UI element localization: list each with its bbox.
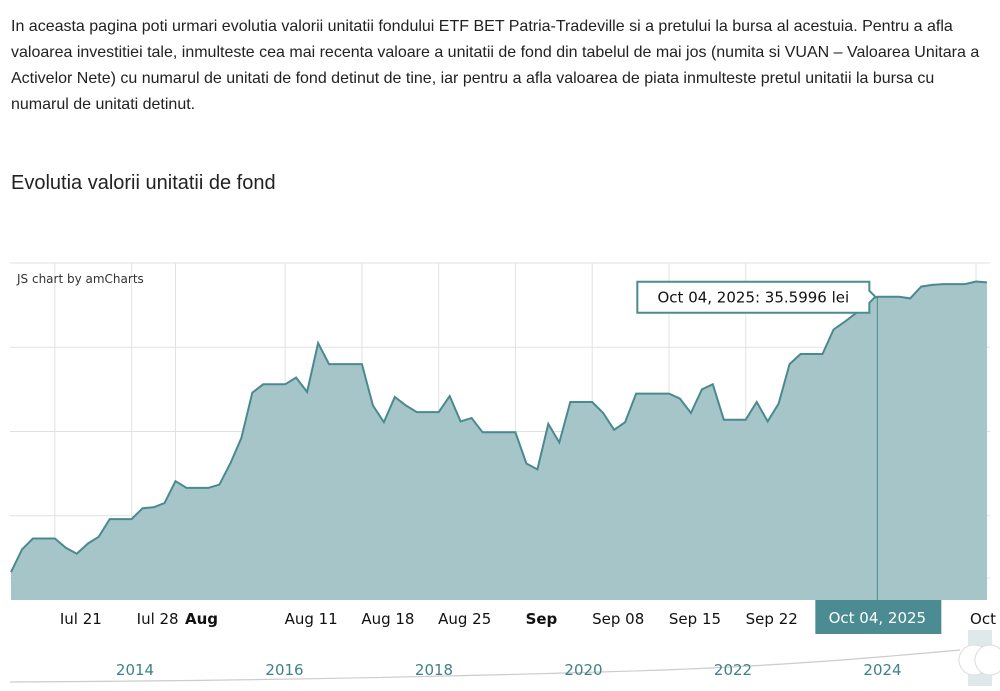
area-fill — [11, 281, 987, 600]
navigator-year-label: 2024 — [863, 661, 901, 679]
tooltip-text: Oct 04, 2025: 35.5996 lei — [657, 289, 849, 307]
navigator-year-label: 2014 — [116, 661, 154, 679]
x-axis-labels: Iul 21 Iul 28 Aug Aug 11 Aug 18 Aug 25 Sep Sep … — [60, 610, 996, 628]
tooltip: Oct 04, 2025: 35.5996 lei — [636, 280, 877, 314]
x-tick-label: Sep 22 — [746, 610, 798, 628]
x-tick-label: Oct — [970, 610, 996, 628]
navigator-year-label: 2022 — [714, 661, 752, 679]
x-tick-label: Iul 21 — [60, 610, 102, 628]
x-tick-label: Sep 15 — [669, 610, 721, 628]
navigator-year-labels: 2014 2016 2018 2020 2022 2024 — [116, 661, 902, 679]
x-tick-label: Iul 28 — [137, 610, 179, 628]
tooltip-box — [636, 280, 877, 314]
section-title: Evolutia valorii unitatii de fond — [11, 172, 276, 194]
navigator-year-label: 2018 — [415, 661, 453, 679]
x-tick-label: Aug 18 — [361, 610, 414, 628]
unit-value-chart[interactable]: JS chart by amCharts Iul 21 Iul 28 Aug Aug … — [0, 250, 1000, 691]
navigator-year-label: 2016 — [265, 661, 303, 679]
x-tick-label: Aug 11 — [285, 610, 338, 628]
navigator-scrollbar[interactable]: 2014 2016 2018 2020 2022 2024 — [9, 630, 1000, 686]
navigator-grip-right[interactable] — [974, 644, 1000, 676]
cursor-date-label: Oct 04, 2025 — [815, 600, 942, 634]
x-tick-label: Sep — [526, 610, 558, 628]
series-line — [10, 280, 988, 573]
cursor-date-text: Oct 04, 2025 — [829, 609, 927, 627]
intro-paragraph: In aceasta pagina poti urmari evolutia v… — [11, 18, 980, 113]
navigator-year-label: 2020 — [564, 661, 602, 679]
cursor-date-box — [815, 600, 942, 634]
x-tick-label: Aug 25 — [438, 610, 491, 628]
chart-credit[interactable]: JS chart by amCharts — [16, 272, 144, 286]
x-tick-label: Aug — [185, 610, 218, 628]
navigator-line — [9, 649, 961, 683]
x-tick-label: Sep 08 — [592, 610, 644, 628]
